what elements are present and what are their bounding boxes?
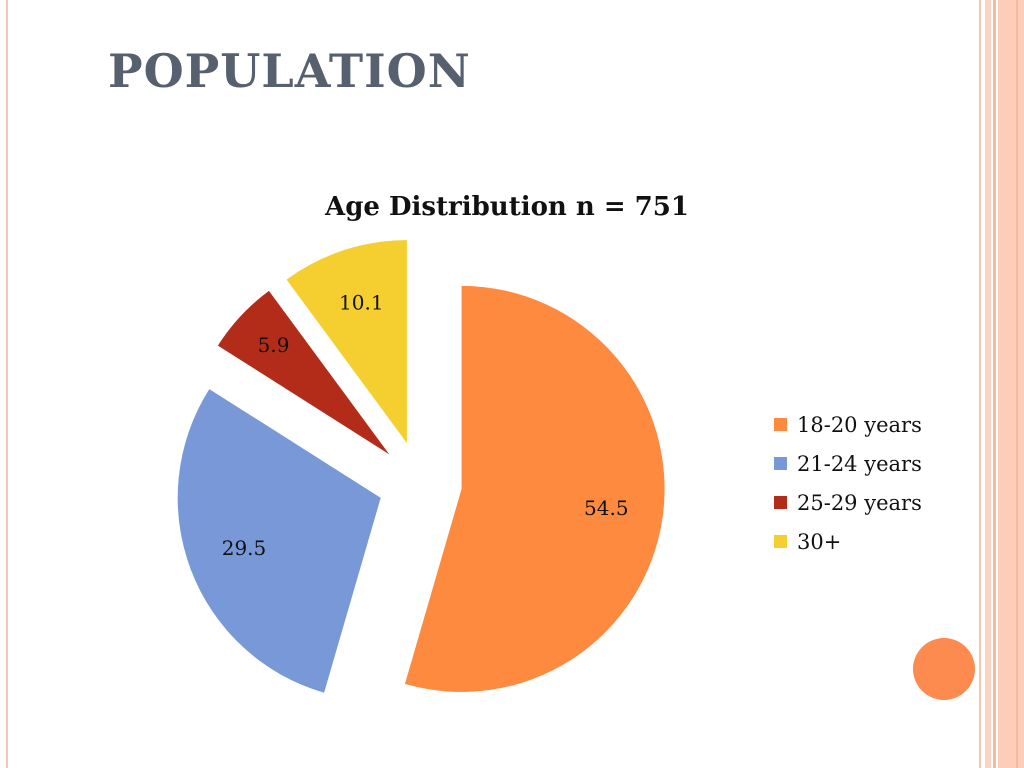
legend-entry: 18-20 years [774,405,922,444]
slide-title: POPULATION [108,44,471,98]
legend-entry: 30+ [774,522,922,561]
left-border-line [6,0,8,768]
legend-label: 21-24 years [797,451,922,476]
decorative-circle [913,638,975,700]
pie-slices [177,240,665,693]
right-border-stripe [979,0,981,768]
pie-data-label: 54.5 [584,496,629,520]
right-border-stripe [993,0,996,768]
legend-label: 30+ [797,529,842,554]
pie-slice-30 [286,240,407,444]
legend-swatch [774,418,787,431]
pie-data-label: 10.1 [339,291,384,315]
pie-slice-25-29-years [217,290,390,455]
pie-slice-21-24-years [177,389,381,693]
legend-label: 18-20 years [797,412,922,437]
pie-data-label: 5.9 [258,333,290,357]
pie-slice-18-20-years [404,285,665,692]
legend-swatch [774,496,787,509]
legend-swatch [774,535,787,548]
legend-entry: 21-24 years [774,444,922,483]
legend-label: 25-29 years [797,490,922,515]
right-border-stripe [985,0,991,768]
right-border-stripe [1016,0,1018,768]
right-border-stripe [998,0,1024,768]
legend-swatch [774,457,787,470]
legend-entry: 25-29 years [774,483,922,522]
pie-data-labels: 54.5 29.5 5.9 10.1 [222,291,629,560]
chart-legend: 18-20 years 21-24 years 25-29 years 30+ [774,405,922,561]
chart-title: Age Distribution n = 751 [325,192,689,222]
pie-data-label: 29.5 [222,536,267,560]
